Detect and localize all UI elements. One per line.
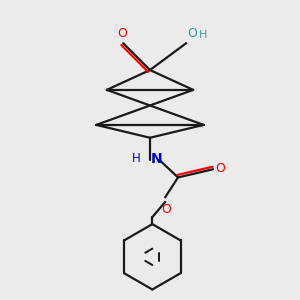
Text: O: O [188, 27, 197, 40]
Text: O: O [161, 203, 171, 216]
Text: N: N [151, 152, 163, 166]
Text: H: H [132, 152, 140, 165]
Text: O: O [215, 162, 225, 175]
Text: O: O [117, 27, 127, 40]
Text: H: H [199, 30, 207, 40]
